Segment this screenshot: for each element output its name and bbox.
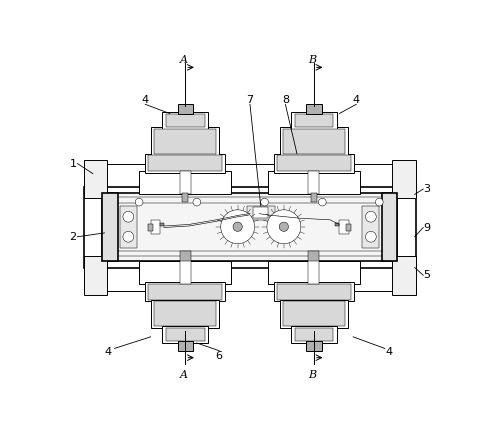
Text: 7: 7 bbox=[246, 95, 254, 105]
Text: 9: 9 bbox=[424, 223, 431, 233]
Bar bbox=[180, 252, 191, 262]
Text: B: B bbox=[308, 370, 317, 380]
Text: 8: 8 bbox=[282, 95, 289, 105]
Bar bbox=[268, 171, 360, 194]
Bar bbox=[247, 206, 275, 220]
Bar bbox=[162, 326, 208, 343]
Bar bbox=[145, 282, 225, 301]
Bar bbox=[178, 342, 193, 351]
Circle shape bbox=[279, 222, 288, 231]
Bar bbox=[154, 129, 216, 154]
Bar bbox=[283, 301, 345, 326]
Bar bbox=[277, 155, 351, 171]
Bar bbox=[180, 171, 191, 194]
Bar bbox=[145, 154, 225, 173]
Bar bbox=[308, 261, 319, 284]
Bar bbox=[308, 171, 319, 194]
Text: 3: 3 bbox=[424, 184, 431, 194]
Bar bbox=[162, 112, 208, 129]
Circle shape bbox=[193, 198, 201, 206]
Bar bbox=[84, 160, 107, 198]
Circle shape bbox=[261, 198, 268, 206]
Bar bbox=[306, 342, 321, 351]
Circle shape bbox=[221, 210, 255, 244]
Bar bbox=[102, 193, 117, 261]
Bar bbox=[102, 193, 397, 261]
Bar bbox=[139, 171, 231, 194]
Bar bbox=[280, 300, 348, 328]
Bar bbox=[149, 284, 222, 300]
Text: A: A bbox=[180, 370, 188, 380]
Bar bbox=[180, 261, 191, 284]
Text: 4: 4 bbox=[386, 347, 393, 357]
Circle shape bbox=[135, 198, 143, 206]
Bar bbox=[84, 187, 415, 268]
Bar bbox=[339, 220, 349, 234]
Bar bbox=[151, 300, 219, 328]
Text: 1: 1 bbox=[69, 158, 76, 168]
Circle shape bbox=[123, 211, 134, 222]
Bar bbox=[178, 104, 193, 113]
Bar bbox=[283, 129, 345, 154]
Bar bbox=[382, 193, 397, 261]
Text: B: B bbox=[308, 55, 317, 65]
Bar bbox=[149, 155, 222, 171]
Bar bbox=[306, 104, 321, 113]
Bar bbox=[277, 284, 351, 300]
Text: 5: 5 bbox=[424, 270, 431, 280]
Circle shape bbox=[365, 231, 376, 242]
Bar bbox=[150, 220, 160, 234]
Bar bbox=[393, 160, 415, 198]
Bar bbox=[274, 282, 354, 301]
Bar bbox=[291, 326, 337, 343]
Circle shape bbox=[375, 198, 383, 206]
Bar bbox=[151, 127, 219, 155]
Bar bbox=[120, 206, 137, 248]
Bar bbox=[274, 154, 354, 173]
Bar bbox=[166, 113, 205, 127]
Bar bbox=[291, 112, 337, 129]
Bar bbox=[311, 193, 317, 202]
Bar bbox=[149, 224, 153, 231]
Text: 4: 4 bbox=[142, 95, 149, 105]
Circle shape bbox=[318, 198, 326, 206]
Bar bbox=[160, 223, 164, 226]
Text: 4: 4 bbox=[353, 95, 360, 105]
Bar bbox=[346, 224, 351, 231]
Text: 4: 4 bbox=[105, 347, 112, 357]
Bar bbox=[268, 261, 360, 284]
Bar bbox=[295, 328, 333, 342]
Bar bbox=[362, 206, 379, 248]
Bar bbox=[154, 301, 216, 326]
Text: 2: 2 bbox=[69, 232, 76, 242]
Bar bbox=[139, 261, 231, 284]
Bar bbox=[280, 127, 348, 155]
Circle shape bbox=[267, 210, 301, 244]
Bar bbox=[393, 256, 415, 294]
Bar bbox=[84, 256, 107, 294]
Circle shape bbox=[365, 211, 376, 222]
Bar bbox=[336, 223, 339, 226]
Circle shape bbox=[123, 231, 134, 242]
Bar bbox=[308, 252, 319, 262]
Bar bbox=[295, 113, 333, 127]
Bar bbox=[253, 207, 268, 218]
Text: A: A bbox=[180, 55, 188, 65]
Circle shape bbox=[233, 222, 242, 231]
Bar bbox=[166, 328, 205, 342]
Bar bbox=[182, 193, 188, 202]
Text: 6: 6 bbox=[216, 351, 223, 361]
